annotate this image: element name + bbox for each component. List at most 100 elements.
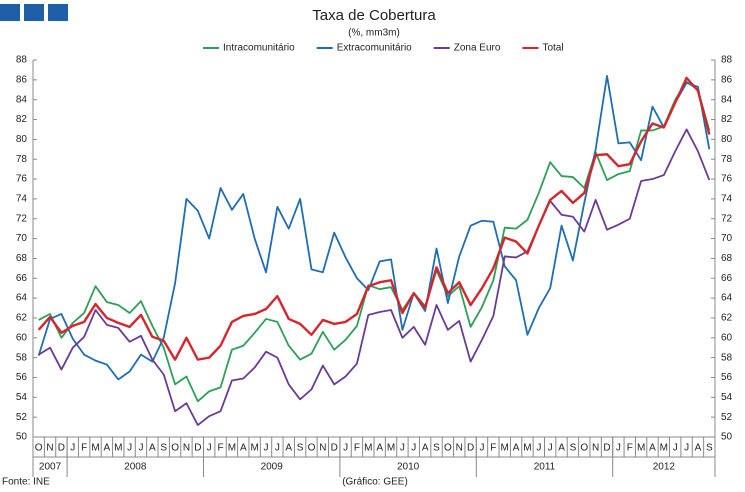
x-tick-label: A (240, 443, 247, 454)
y2-tick-label: 56 (721, 372, 733, 383)
x-tick-label: M (660, 443, 668, 454)
y-tick-label: 86 (16, 74, 28, 85)
x-tick-label: A (695, 443, 702, 454)
y-tick-label: 52 (16, 412, 28, 423)
year-label: 2010 (397, 462, 420, 473)
y2-tick-label: 80 (721, 134, 733, 145)
x-tick-label: O (308, 443, 316, 454)
y-tick-label: 88 (16, 55, 28, 66)
x-tick-label: O (35, 443, 43, 454)
x-tick-label: N (456, 443, 463, 454)
x-tick-label: M (501, 443, 509, 454)
x-tick-label: N (46, 443, 53, 454)
y-tick-label: 76 (16, 174, 28, 185)
x-tick-label: D (331, 443, 338, 454)
x-tick-label: M (114, 443, 122, 454)
y-tick-label: 70 (16, 233, 28, 244)
chart-title: Taxa de Cobertura (312, 7, 436, 24)
series-line (38, 128, 711, 426)
x-tick-label: A (649, 443, 656, 454)
y-tick-label: 56 (16, 372, 28, 383)
x-tick-label: S (433, 443, 440, 454)
x-tick-label: S (297, 443, 304, 454)
y-tick-label: 74 (16, 194, 28, 205)
y2-tick-label: 72 (721, 213, 733, 224)
x-tick-label: J (207, 443, 212, 454)
y-tick-label: 64 (16, 293, 28, 304)
x-tick-label: J (616, 443, 621, 454)
x-tick-label: A (104, 443, 111, 454)
x-tick-label: D (603, 443, 610, 454)
y2-tick-label: 82 (721, 114, 733, 125)
x-tick-label: J (138, 443, 143, 454)
x-tick-label: S (160, 443, 167, 454)
y2-tick-label: 76 (721, 174, 733, 185)
x-tick-label: M (91, 443, 99, 454)
x-tick-label: J (684, 443, 689, 454)
x-tick-label: M (523, 443, 531, 454)
x-tick-label: O (580, 443, 588, 454)
logo-block (0, 4, 20, 21)
x-tick-label: A (422, 443, 429, 454)
x-tick-label: A (558, 443, 565, 454)
y-tick-label: 62 (16, 313, 28, 324)
y-tick-label: 82 (16, 114, 28, 125)
x-tick-label: N (592, 443, 599, 454)
x-tick-label: F (490, 443, 496, 454)
y2-tick-label: 66 (721, 273, 733, 284)
y2-tick-label: 62 (721, 313, 733, 324)
x-tick-label: F (81, 443, 87, 454)
x-tick-label: J (343, 443, 348, 454)
chart-subtitle: (%, mm3m) (348, 28, 400, 39)
y2-tick-label: 68 (721, 253, 733, 264)
y-tick-label: 68 (16, 253, 28, 264)
y-tick-label: 54 (16, 392, 28, 403)
year-label: 2009 (261, 462, 284, 473)
y2-tick-label: 86 (721, 74, 733, 85)
y-tick-label: 78 (16, 154, 28, 165)
y2-tick-label: 70 (721, 233, 733, 244)
y-tick-label: 72 (16, 213, 28, 224)
x-tick-label: M (364, 443, 372, 454)
y2-tick-label: 78 (721, 154, 733, 165)
x-tick-label: J (127, 443, 132, 454)
x-tick-label: J (264, 443, 269, 454)
x-tick-label: J (411, 443, 416, 454)
y2-tick-label: 52 (721, 412, 733, 423)
y2-tick-label: 64 (721, 293, 733, 304)
y2-tick-label: 50 (721, 432, 733, 443)
y2-tick-label: 60 (721, 332, 733, 343)
x-tick-label: J (536, 443, 541, 454)
x-tick-label: F (354, 443, 360, 454)
x-tick-label: F (217, 443, 223, 454)
y2-tick-label: 58 (721, 352, 733, 363)
x-tick-label: S (706, 443, 713, 454)
x-tick-label: O (444, 443, 452, 454)
x-tick-label: O (171, 443, 179, 454)
year-label: 2012 (653, 462, 676, 473)
y-tick-label: 66 (16, 273, 28, 284)
y-tick-label: 84 (16, 94, 28, 105)
logo-block (24, 4, 44, 21)
year-label: 2007 (39, 462, 62, 473)
y2-tick-label: 54 (721, 392, 733, 403)
x-tick-label: D (58, 443, 65, 454)
x-tick-label: N (319, 443, 326, 454)
source: Fonte: INE (2, 477, 50, 488)
y-tick-label: 50 (16, 432, 28, 443)
series-line (37, 76, 711, 361)
x-tick-label: N (183, 443, 190, 454)
x-tick-label: J (673, 443, 678, 454)
y2-tick-label: 84 (721, 94, 733, 105)
x-tick-label: A (285, 443, 292, 454)
year-label: 2008 (124, 462, 147, 473)
x-tick-label: A (513, 443, 520, 454)
x-tick-label: M (228, 443, 236, 454)
y2-tick-label: 74 (721, 194, 733, 205)
x-tick-label: J (275, 443, 280, 454)
x-tick-label: A (149, 443, 156, 454)
x-tick-label: F (627, 443, 633, 454)
series-line (37, 74, 711, 381)
year-label: 2011 (534, 462, 556, 473)
legend-label: Total (542, 43, 563, 54)
